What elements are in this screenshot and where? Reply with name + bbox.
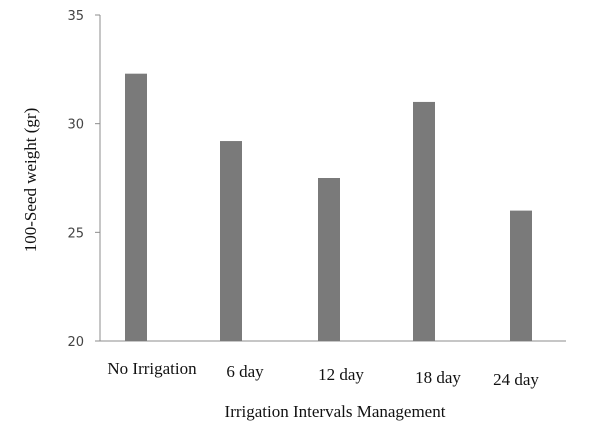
y-tick-labels: 20 25 30 35 [67, 9, 100, 350]
y-axis-title: 100-Seed weight (gr) [21, 108, 40, 252]
bar-24-day [510, 210, 532, 341]
bars [125, 73, 532, 342]
x-axis-title: Irrigation Intervals Management [225, 402, 446, 421]
y-tick-label: 20 [67, 335, 84, 350]
x-tick-labels: No Irrigation 6 day 12 day 18 day 24 day [107, 359, 539, 389]
x-tick-label: 12 day [318, 365, 364, 384]
bar-6-day [220, 141, 242, 341]
x-tick-label: 18 day [415, 368, 461, 387]
bar-18-day [413, 101, 435, 341]
y-tick-label: 35 [67, 9, 84, 24]
bar-12-day [318, 178, 340, 341]
x-tick-label: No Irrigation [107, 359, 197, 378]
x-tick-label: 6 day [226, 362, 264, 381]
y-tick-label: 30 [67, 118, 84, 133]
x-tick-label: 24 day [493, 370, 539, 389]
y-tick-label: 25 [67, 226, 84, 241]
bar-no-irrigation [125, 73, 147, 342]
